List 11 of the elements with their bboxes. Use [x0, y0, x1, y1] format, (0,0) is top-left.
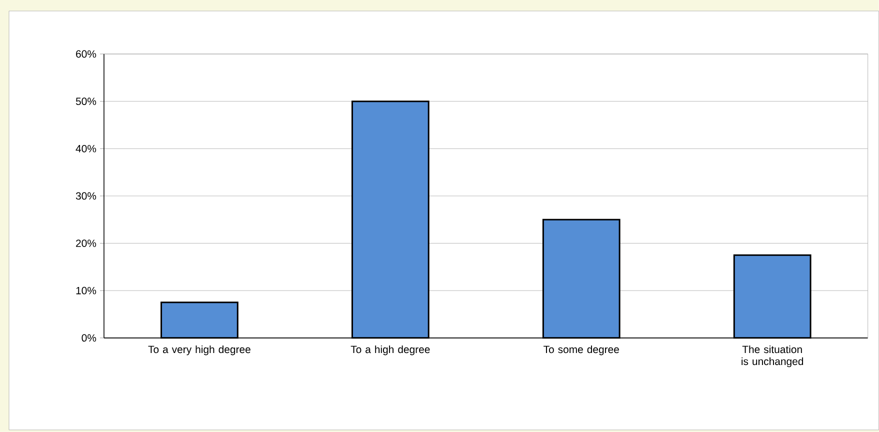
y-tick-label: 50% — [76, 98, 96, 106]
x-tick-label: To a very high degree — [148, 345, 250, 356]
x-tick-label: The situation is unchanged — [742, 345, 804, 368]
x-tick-label: To some degree — [544, 345, 619, 356]
x-tick-label: To a high degree — [350, 345, 430, 356]
y-tick-label: 30% — [76, 192, 96, 200]
y-tick-label: 0% — [82, 334, 96, 342]
y-tick-label: 20% — [76, 240, 96, 248]
y-tick-label: 40% — [76, 144, 96, 152]
y-tick-label: 10% — [76, 286, 96, 294]
y-tick-label: 60% — [76, 50, 96, 58]
